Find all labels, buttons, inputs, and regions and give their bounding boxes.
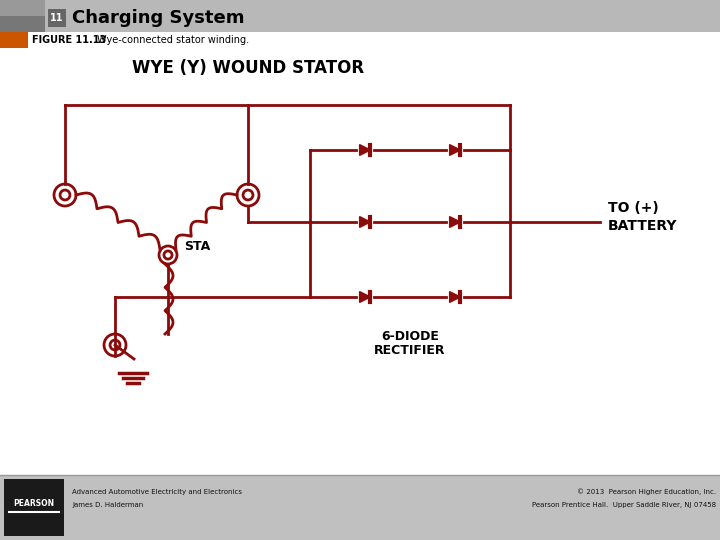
Text: James D. Halderman: James D. Halderman — [72, 502, 143, 508]
Text: STA: STA — [184, 240, 210, 253]
FancyBboxPatch shape — [0, 475, 720, 540]
FancyBboxPatch shape — [0, 32, 28, 48]
Polygon shape — [359, 217, 370, 227]
Text: BATTERY: BATTERY — [608, 219, 678, 233]
Polygon shape — [449, 217, 460, 227]
Text: Pearson Prentice Hall.  Upper Saddle River, NJ 07458: Pearson Prentice Hall. Upper Saddle Rive… — [532, 502, 716, 508]
Text: TO (+): TO (+) — [608, 201, 659, 215]
Polygon shape — [359, 292, 370, 302]
FancyBboxPatch shape — [0, 0, 720, 32]
Polygon shape — [449, 145, 460, 156]
Text: © 2013  Pearson Higher Education, Inc.: © 2013 Pearson Higher Education, Inc. — [577, 489, 716, 495]
Polygon shape — [449, 292, 460, 302]
Text: 6-DIODE: 6-DIODE — [381, 330, 439, 343]
Text: 11: 11 — [50, 13, 64, 23]
FancyBboxPatch shape — [4, 479, 64, 536]
Text: Charging System: Charging System — [72, 9, 245, 27]
Polygon shape — [359, 145, 370, 156]
Text: Advanced Automotive Electricity and Electronics: Advanced Automotive Electricity and Elec… — [72, 489, 242, 495]
Text: Wye-connected stator winding.: Wye-connected stator winding. — [97, 35, 249, 45]
FancyBboxPatch shape — [0, 16, 45, 32]
FancyBboxPatch shape — [48, 9, 66, 27]
Text: PEARSON: PEARSON — [14, 500, 55, 509]
Text: RECTIFIER: RECTIFIER — [374, 344, 446, 357]
Text: WYE (Y) WOUND STATOR: WYE (Y) WOUND STATOR — [132, 59, 364, 77]
Text: FIGURE 11.13: FIGURE 11.13 — [32, 35, 107, 45]
FancyBboxPatch shape — [0, 0, 45, 32]
